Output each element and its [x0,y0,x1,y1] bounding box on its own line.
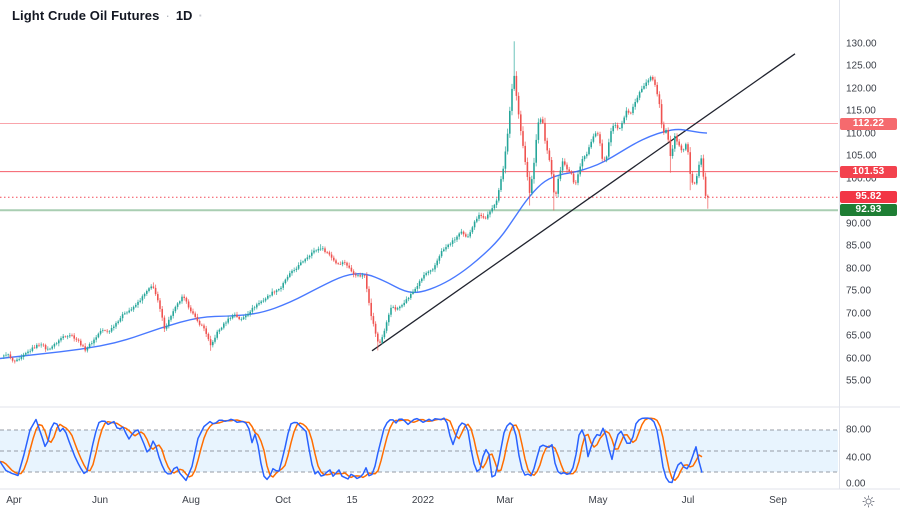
price-level-badge: 101.53 [840,165,897,178]
time-tick-label: Aug [182,495,200,506]
price-tick-label: 65.00 [846,330,872,342]
stoch-k-line[interactable] [0,417,703,484]
price-tick-label: 75.00 [846,285,872,297]
symbol-title[interactable]: Light Crude Oil Futures [12,8,160,23]
price-level-badge: 112.22 [840,117,897,130]
time-tick-label: Jul [681,495,695,506]
price-level-badge: 92.93 [840,204,897,217]
price-tick-label: 105.00 [846,150,877,162]
oscillator-tick-label: 40.00 [846,452,872,464]
stoch-band [0,430,838,472]
price-tick-label: 90.00 [846,218,872,229]
time-tick-label: Oct [275,495,291,506]
oscillator-tick-label: 80.00 [846,424,872,436]
price-tick-label: 110.00 [846,128,876,139]
price-tick-label: 55.00 [846,375,872,387]
price-tick-label: 120.00 [846,83,877,94]
price-level-badge: 95.82 [840,191,897,204]
gear-icon [862,495,874,507]
price-tick-label: 85.00 [846,240,872,252]
ma-line[interactable] [0,128,708,360]
time-tick-label: 15 [346,495,358,506]
time-tick-label: 2022 [411,495,435,506]
pane-separators [0,0,900,490]
trendline[interactable] [371,53,796,352]
price-tick-label: 80.00 [846,263,872,274]
time-tick-label: Apr [6,495,22,506]
time-tick-label: May [588,495,608,506]
interval-label[interactable]: 1D [175,8,193,23]
price-tick-label: 70.00 [846,308,872,319]
candle-bodies [3,75,709,362]
time-tick-label: Jun [91,495,109,506]
legend-separator: · [165,8,170,23]
price-tick-label: 60.00 [846,353,872,364]
price-tick-label: 100.00 [846,173,877,184]
candle-wicks [3,41,709,364]
price-tick-label: 130.00 [846,38,877,49]
price-tick-label: 125.00 [846,60,877,72]
timezone-settings-button[interactable] [859,493,877,509]
chart-legend: Light Crude Oil Futures · 1D · [12,8,203,23]
oscillator-tick-label: 0.00 [846,478,866,490]
legend-more-dot: · [198,8,203,23]
horizontal-level-lines[interactable] [0,123,838,212]
price-tick-label: 115.00 [846,105,876,117]
time-tick-label: Sep [769,495,787,506]
time-tick-label: Mar [496,495,514,506]
